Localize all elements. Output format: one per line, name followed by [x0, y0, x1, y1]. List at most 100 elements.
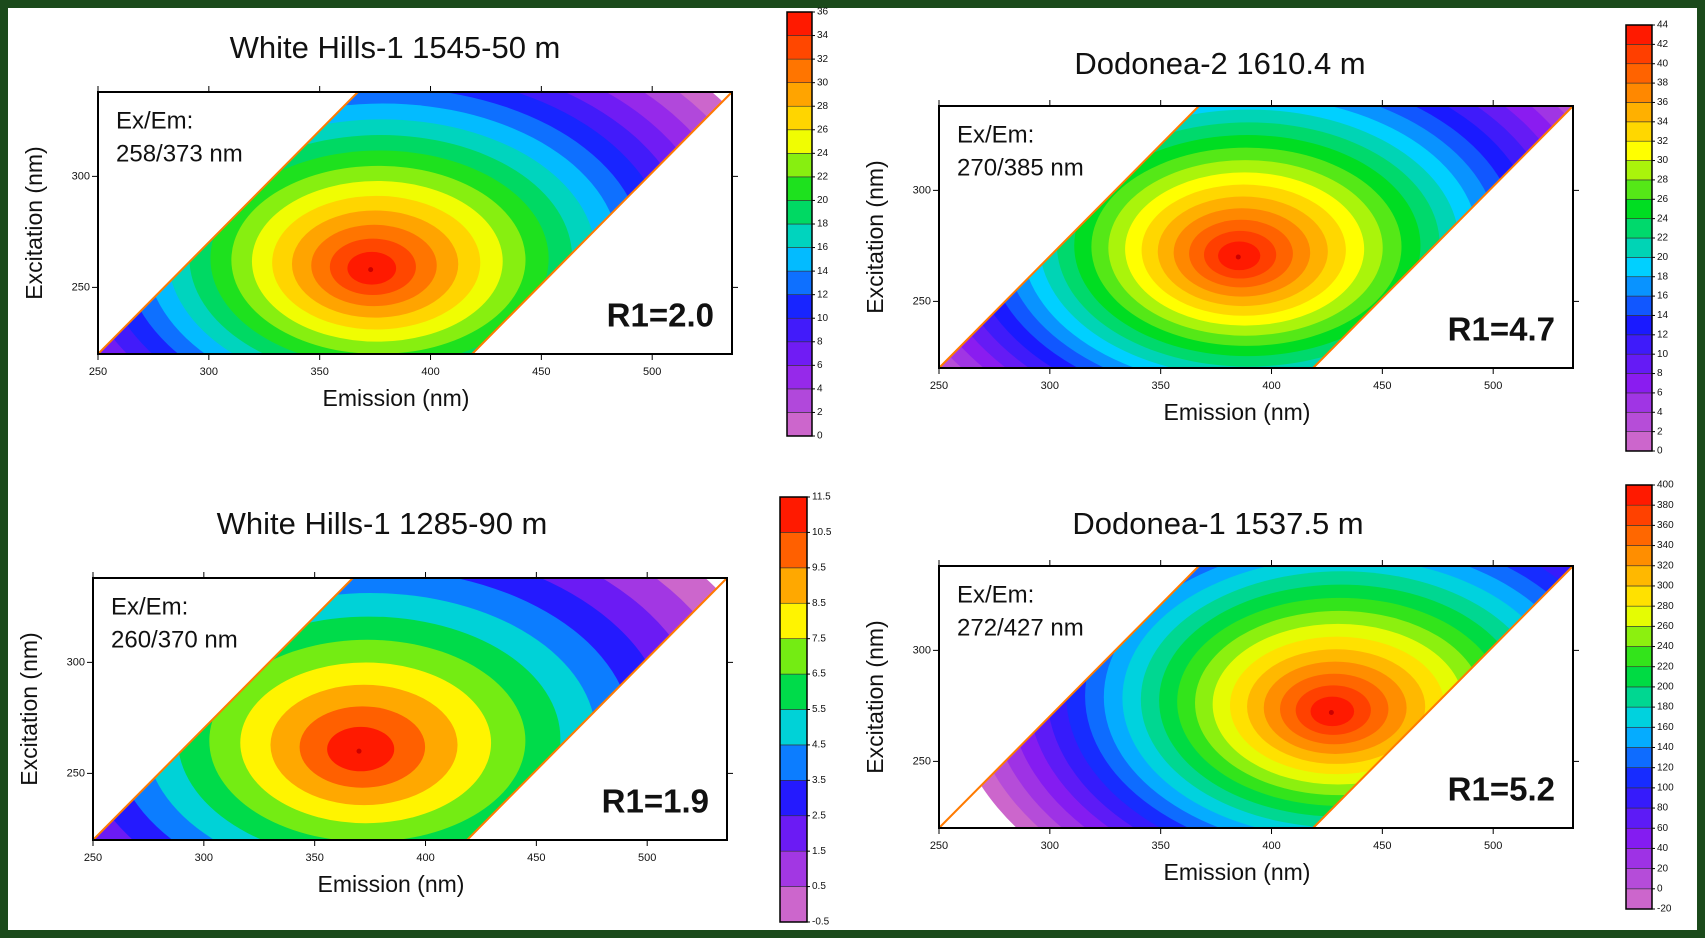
- colorbar-cell: [779, 602, 808, 639]
- colorbar-cell: [1625, 686, 1653, 708]
- colorbar-label: 400: [1657, 480, 1674, 491]
- colorbar-cell: [1625, 102, 1653, 123]
- colorbar-label: 14: [1657, 310, 1669, 321]
- y-tick-label: 300: [67, 656, 85, 668]
- y-tick-label: 300: [913, 184, 931, 196]
- colorbar-label: 30: [817, 77, 829, 88]
- colorbar-cell: [1625, 334, 1653, 355]
- colorbar-label: 28: [817, 101, 829, 112]
- colorbar-label: -0.5: [812, 917, 830, 928]
- x-tick-label: 250: [930, 380, 948, 392]
- colorbar-cell: [779, 638, 808, 675]
- colorbar-label: 10: [1657, 349, 1669, 360]
- colorbar-label: 34: [817, 30, 829, 41]
- scatter-edge: [938, 565, 1200, 829]
- colorbar-cell: [779, 886, 808, 923]
- colorbar-cell: [1625, 848, 1653, 869]
- x-tick-label: 400: [1262, 380, 1280, 392]
- colorbar-label: 26: [817, 124, 829, 135]
- peak-label: 258/373 nm: [116, 140, 243, 167]
- y-tick-label: 300: [913, 644, 931, 656]
- x-tick-label: 250: [930, 840, 948, 852]
- x-tick-label: 350: [1151, 380, 1169, 392]
- colorbar-cell: [786, 105, 813, 131]
- colorbar-cell: [786, 82, 813, 107]
- colorbar-frame: [779, 496, 808, 923]
- colorbar-cell: [1625, 411, 1653, 432]
- colorbar-label: 44: [1657, 20, 1669, 31]
- y-axis-label: Excitation (nm): [21, 146, 47, 299]
- colorbar-cell: [1625, 787, 1653, 809]
- plot-frame: [938, 565, 1574, 829]
- colorbar-label: 10.5: [812, 527, 832, 538]
- y-tick-label: 250: [913, 755, 931, 767]
- colorbar-label: 24: [817, 148, 829, 159]
- colorbar-label: 20: [1657, 252, 1669, 263]
- colorbar-cell: [1625, 431, 1653, 452]
- colorbar-label: 5.5: [812, 704, 826, 715]
- colorbar-cell: [786, 317, 813, 343]
- x-tick-label: 300: [1041, 380, 1059, 392]
- colorbar-label: 12: [1657, 329, 1669, 340]
- colorbar-label: 36: [1657, 97, 1669, 108]
- colorbar-cell: [1625, 82, 1653, 103]
- colorbar-label: 9.5: [812, 562, 826, 573]
- peak-marker: [368, 267, 374, 273]
- colorbar-label: 300: [1657, 581, 1674, 592]
- colorbar-cell: [1625, 706, 1653, 728]
- colorbar-cell: [779, 673, 808, 710]
- scatter-edge: [938, 105, 1200, 369]
- colorbar-label: 8: [817, 336, 823, 347]
- colorbar-label: 4: [817, 384, 823, 395]
- colorbar-cell: [786, 341, 813, 366]
- colorbar-cell: [1625, 237, 1653, 258]
- colorbar-label: 8.5: [812, 598, 826, 609]
- scatter-edge: [466, 577, 728, 841]
- r1-annotation: R1=5.2: [1448, 771, 1555, 808]
- colorbar-label: 4.5: [812, 740, 826, 751]
- colorbar-cell: [1625, 121, 1653, 142]
- colorbar-cell: [1625, 605, 1653, 627]
- colorbar-label: 32: [817, 54, 829, 65]
- colorbar-cell: [1625, 63, 1653, 84]
- colorbar-cell: [1625, 160, 1653, 181]
- colorbar-label: 26: [1657, 194, 1669, 205]
- y-tick-label: 250: [913, 295, 931, 307]
- colorbar-label: 0: [817, 431, 823, 442]
- colorbar-cell: [779, 744, 808, 781]
- r1-annotation: R1=1.9: [602, 783, 709, 820]
- colorbar-cell: [1625, 24, 1653, 45]
- colorbar-cell: [1625, 353, 1653, 374]
- colorbar-label: 36: [817, 7, 829, 18]
- colorbar-label: 2.5: [812, 810, 826, 821]
- colorbar-label: 16: [1657, 291, 1669, 302]
- x-tick-label: 400: [416, 852, 434, 864]
- colorbar-cell: [779, 815, 808, 852]
- colorbar-label: 240: [1657, 641, 1674, 652]
- colorbar-label: 140: [1657, 742, 1674, 753]
- x-tick-label: 500: [638, 852, 656, 864]
- colorbar-cell: [1625, 525, 1653, 546]
- colorbar-cell: [786, 35, 813, 60]
- x-tick-label: 350: [310, 366, 328, 378]
- colorbar-cell: [1625, 565, 1653, 587]
- colorbar-label: 10: [817, 313, 829, 324]
- colorbar-label: 0.5: [812, 881, 826, 892]
- colorbar-cell: [786, 176, 813, 201]
- x-tick-label: 450: [532, 366, 550, 378]
- plot-frame: [92, 577, 728, 841]
- colorbar-cell: [786, 412, 813, 437]
- x-tick-label: 350: [1151, 840, 1169, 852]
- colorbar-label: 60: [1657, 823, 1669, 834]
- colorbar-label: 12: [817, 289, 829, 300]
- chart-title: Dodonea-2 1610.4 m: [1074, 46, 1365, 81]
- colorbar-label: 32: [1657, 136, 1669, 147]
- colorbar-label: 6: [1657, 388, 1663, 399]
- colorbar-label: 80: [1657, 803, 1669, 814]
- colorbar-label: 200: [1657, 682, 1674, 693]
- peak-label: 272/427 nm: [957, 614, 1084, 641]
- colorbar-label: 7.5: [812, 633, 826, 644]
- colorbar-label: 16: [817, 242, 829, 253]
